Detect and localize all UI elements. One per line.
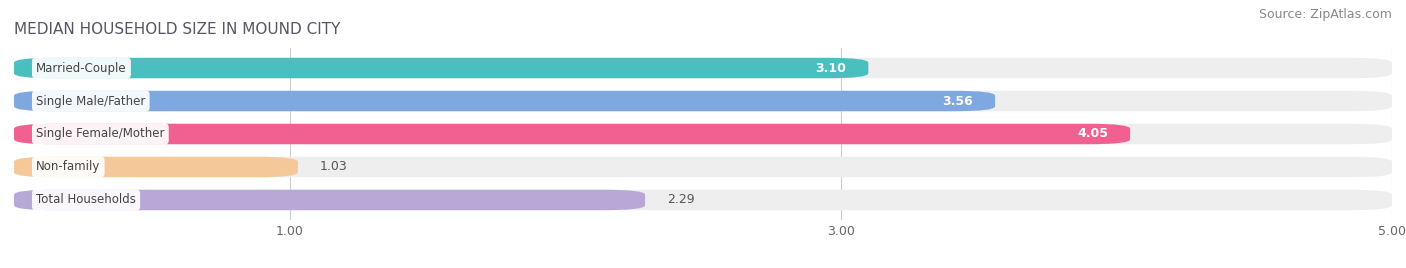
FancyBboxPatch shape (14, 190, 645, 210)
Text: Single Female/Mother: Single Female/Mother (37, 128, 165, 140)
FancyBboxPatch shape (14, 190, 1392, 210)
FancyBboxPatch shape (14, 124, 1130, 144)
FancyBboxPatch shape (14, 58, 869, 78)
FancyBboxPatch shape (14, 58, 1392, 78)
FancyBboxPatch shape (14, 124, 1392, 144)
Text: Source: ZipAtlas.com: Source: ZipAtlas.com (1258, 8, 1392, 21)
Text: 2.29: 2.29 (668, 193, 695, 206)
FancyBboxPatch shape (14, 157, 1392, 177)
Text: 3.10: 3.10 (815, 62, 846, 75)
Text: 4.05: 4.05 (1077, 128, 1108, 140)
Text: Non-family: Non-family (37, 161, 100, 173)
FancyBboxPatch shape (14, 157, 298, 177)
Text: Married-Couple: Married-Couple (37, 62, 127, 75)
Text: MEDIAN HOUSEHOLD SIZE IN MOUND CITY: MEDIAN HOUSEHOLD SIZE IN MOUND CITY (14, 22, 340, 37)
Text: 1.03: 1.03 (321, 161, 347, 173)
Text: Total Households: Total Households (37, 193, 136, 206)
Text: 3.56: 3.56 (942, 95, 973, 107)
FancyBboxPatch shape (14, 91, 1392, 111)
FancyBboxPatch shape (14, 91, 995, 111)
Text: Single Male/Father: Single Male/Father (37, 95, 145, 107)
